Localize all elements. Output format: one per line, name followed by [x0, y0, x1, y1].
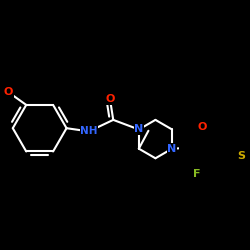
- Text: O: O: [4, 87, 13, 97]
- Text: O: O: [198, 122, 207, 132]
- Text: N: N: [134, 124, 143, 134]
- Text: S: S: [237, 151, 245, 161]
- Text: NH: NH: [80, 126, 98, 136]
- Text: O: O: [105, 94, 115, 104]
- Text: F: F: [193, 169, 200, 179]
- Text: N: N: [168, 144, 177, 154]
